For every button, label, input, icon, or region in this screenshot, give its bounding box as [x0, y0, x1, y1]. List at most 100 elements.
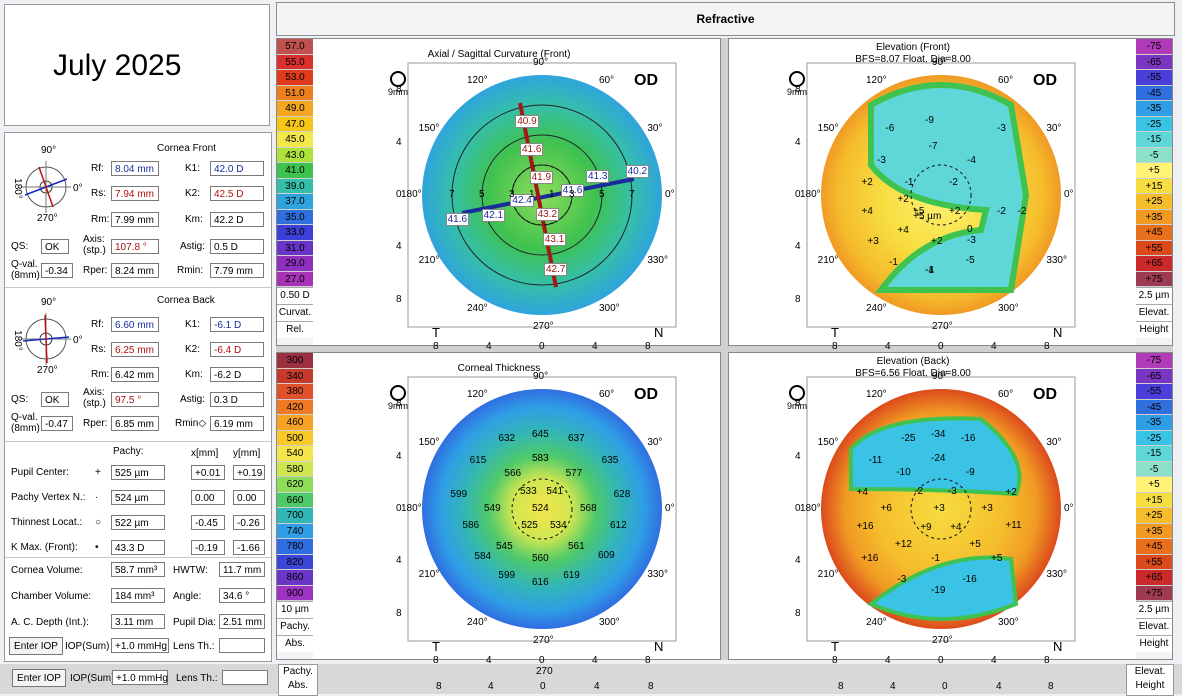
legend-cell[interactable]: +5 — [1136, 477, 1172, 493]
axial-curvature-map[interactable]: 57.0 55.0 53.0 51.0 49.0 47.0 45.0 43.0 41.0 39.0… — [276, 38, 721, 352]
legend-cell[interactable]: 300 — [277, 353, 313, 369]
map-value-label: -34 — [931, 428, 946, 440]
legend-cell[interactable]: -55 — [1136, 70, 1172, 86]
legend-cell[interactable]: +75 — [1136, 271, 1172, 287]
legend-cell[interactable]: +25 — [1136, 194, 1172, 210]
legend-mode-button[interactable]: Pachy. — [277, 618, 313, 635]
zoom-icon[interactable] — [390, 71, 406, 87]
legend-cell[interactable]: 57.0 — [277, 39, 313, 55]
legend-cell[interactable]: 460 — [277, 415, 313, 431]
legend-mode-button[interactable]: Elevat. — [1136, 618, 1172, 635]
legend-cell[interactable]: +15 — [1136, 492, 1172, 508]
legend-cell[interactable]: 380 — [277, 384, 313, 400]
legend-cell[interactable]: 900 — [277, 585, 313, 601]
legend-cell[interactable]: -55 — [1136, 384, 1172, 400]
legend-cell[interactable]: 700 — [277, 508, 313, 524]
legend-cell[interactable]: 49.0 — [277, 101, 313, 117]
legend-cell[interactable]: -65 — [1136, 54, 1172, 70]
legend-cell[interactable]: 53.0 — [277, 70, 313, 86]
legend-scale-button[interactable]: Rel. — [277, 321, 313, 338]
legend-cell[interactable]: +55 — [1136, 554, 1172, 570]
legend-cell[interactable]: 860 — [277, 570, 313, 586]
legend-cell[interactable]: 31.0 — [277, 240, 313, 256]
degree-label: 270° — [932, 321, 953, 332]
legend-cell[interactable]: +45 — [1136, 225, 1172, 241]
legend-cell[interactable]: 39.0 — [277, 178, 313, 194]
legend-cell[interactable]: +35 — [1136, 523, 1172, 539]
legend-cell[interactable]: -65 — [1136, 368, 1172, 384]
legend-cell[interactable]: +75 — [1136, 585, 1172, 601]
legend-cell[interactable]: +45 — [1136, 539, 1172, 555]
elevation-front-map[interactable]: -75 -65 -55 -45 -35 -25 -15 -5 +5 +15 +25 +35 +45 +55… — [728, 38, 1173, 352]
legend-cell[interactable]: 820 — [277, 554, 313, 570]
cornea-front-title: Cornea Front — [157, 143, 216, 154]
legend-cell[interactable]: -15 — [1136, 132, 1172, 148]
legend-cell[interactable]: 740 — [277, 523, 313, 539]
ac-depth-label: A. C. Depth (Int.): — [11, 617, 89, 628]
legend-cell[interactable]: 47.0 — [277, 116, 313, 132]
legend-cell[interactable]: -25 — [1136, 116, 1172, 132]
legend-cell[interactable]: 500 — [277, 430, 313, 446]
legend-cell[interactable]: -15 — [1136, 446, 1172, 462]
legend-cell[interactable]: 29.0 — [277, 256, 313, 272]
legend-scale-button[interactable]: Height — [1136, 321, 1172, 338]
footer-enter-iop-button[interactable]: Enter IOP — [12, 669, 66, 687]
legend-cell[interactable]: 540 — [277, 446, 313, 462]
degree-label: 150° — [418, 437, 440, 448]
legend-cell[interactable]: -75 — [1136, 353, 1172, 369]
legend-cell[interactable]: 43.0 — [277, 147, 313, 163]
footer-lens-input[interactable] — [222, 670, 268, 685]
lens-th-input[interactable] — [219, 638, 265, 653]
legend-cell[interactable]: 33.0 — [277, 225, 313, 241]
legend-cell[interactable]: -75 — [1136, 39, 1172, 55]
legend-cell[interactable]: 340 — [277, 368, 313, 384]
zoom-icon[interactable] — [390, 385, 406, 401]
elevation-back-map[interactable]: -75 -65 -55 -45 -35 -25 -15 -5 +5 +15 +25 +35 +45 +55… — [728, 352, 1173, 666]
legend-cell[interactable]: -45 — [1136, 85, 1172, 101]
refractive-header[interactable]: Refractive — [276, 2, 1175, 36]
map-value-label: +5 — [991, 553, 1003, 565]
legend-cell[interactable]: 35.0 — [277, 209, 313, 225]
legend-mode-button[interactable]: Curvat. — [277, 304, 313, 321]
zoom-icon[interactable] — [789, 385, 805, 401]
legend-scale-button[interactable]: Abs. — [277, 635, 313, 652]
ring-label: 5 — [479, 189, 485, 200]
legend-cell[interactable]: 51.0 — [277, 85, 313, 101]
axial-legend[interactable]: 57.0 55.0 53.0 51.0 49.0 47.0 45.0 43.0 41.0 39.0… — [277, 39, 313, 345]
legend-cell[interactable]: -25 — [1136, 430, 1172, 446]
legend-step: 2.5 µm — [1136, 601, 1172, 618]
legend-mode-button[interactable]: Elevat. — [1136, 304, 1172, 321]
legend-cell[interactable]: +25 — [1136, 508, 1172, 524]
legend-cell[interactable]: +15 — [1136, 178, 1172, 194]
legend-cell[interactable]: -5 — [1136, 461, 1172, 477]
legend-cell[interactable]: 37.0 — [277, 194, 313, 210]
enter-iop-button[interactable]: Enter IOP — [9, 637, 63, 655]
map-value-label: +5 — [969, 539, 981, 550]
legend-cell[interactable]: 580 — [277, 461, 313, 477]
legend-cell[interactable]: -45 — [1136, 399, 1172, 415]
legend-cell[interactable]: 620 — [277, 477, 313, 493]
elev_front-legend[interactable]: -75 -65 -55 -45 -35 -25 -15 -5 +5 +15 +25 +35 +45 +55… — [1136, 39, 1172, 345]
legend-cell[interactable]: -5 — [1136, 147, 1172, 163]
legend-cell[interactable]: 420 — [277, 399, 313, 415]
zoom-icon[interactable] — [789, 71, 805, 87]
thickness-legend[interactable]: 300 340 380 420 460 500 540 580 620 660 700 740 780 8… — [277, 353, 313, 659]
legend-cell[interactable]: +5 — [1136, 163, 1172, 179]
legend-cell[interactable]: 660 — [277, 492, 313, 508]
legend-cell[interactable]: -35 — [1136, 415, 1172, 431]
elev_back-legend[interactable]: -75 -65 -55 -45 -35 -25 -15 -5 +5 +15 +25 +35 +45 +55… — [1136, 353, 1172, 659]
degree-label: 60° — [599, 74, 615, 86]
legend-cell[interactable]: 45.0 — [277, 132, 313, 148]
legend-cell[interactable]: 27.0 — [277, 271, 313, 287]
legend-cell[interactable]: -35 — [1136, 101, 1172, 117]
legend-cell[interactable]: +65 — [1136, 256, 1172, 272]
back-km-label: Km: — [185, 369, 203, 380]
legend-cell[interactable]: 41.0 — [277, 163, 313, 179]
legend-scale-button[interactable]: Height — [1136, 635, 1172, 652]
legend-cell[interactable]: +35 — [1136, 209, 1172, 225]
legend-cell[interactable]: +55 — [1136, 240, 1172, 256]
legend-cell[interactable]: 55.0 — [277, 54, 313, 70]
legend-cell[interactable]: +65 — [1136, 570, 1172, 586]
legend-cell[interactable]: 780 — [277, 539, 313, 555]
corneal-thickness-map[interactable]: 300 340 380 420 460 500 540 580 620 660 700 740 780 8… — [276, 352, 721, 666]
